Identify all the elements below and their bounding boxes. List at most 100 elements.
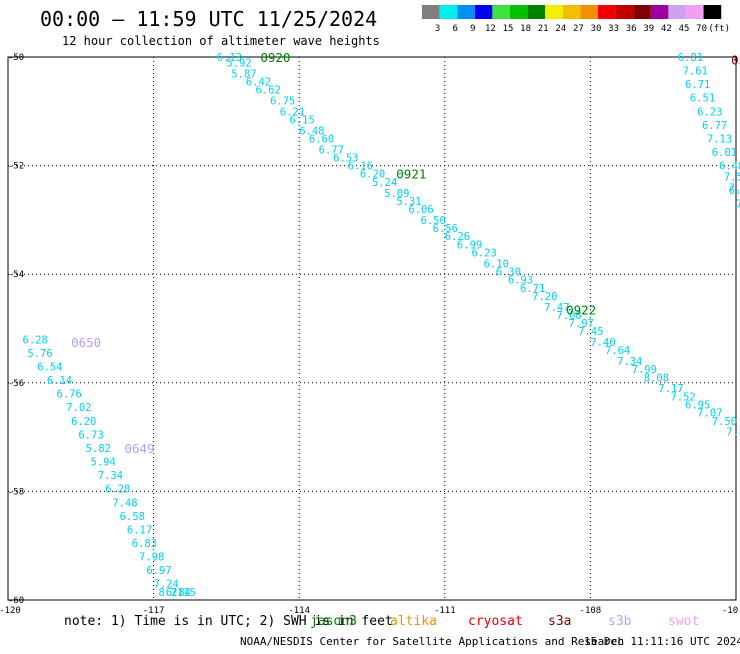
wave-height-label: 5.09 [384, 188, 409, 200]
wave-height-label: 7.13 [707, 133, 732, 145]
legend-swatch [580, 5, 598, 19]
wave-height-label: 7.98 [139, 552, 164, 564]
wave-height-label: 6.71 [685, 79, 710, 91]
legend-label: (ft) [708, 24, 730, 34]
wave-height-label: 7.34 [98, 470, 123, 482]
wave-height-label: 6.14 [47, 375, 72, 387]
legend-swatch [527, 5, 546, 19]
wave-height-label: 7.45 [578, 326, 603, 338]
wave-height-label: 6.16 [348, 161, 373, 173]
footer-timestamp: 15 Dec 11:11:16 UTC 2024 [584, 635, 740, 648]
legend-label: 9 [470, 24, 475, 34]
wave-height-label: 6.76 [57, 389, 82, 401]
wave-height-label: 6.75 [270, 95, 295, 107]
satellite-name: swot [668, 614, 699, 629]
wave-height-label: 6.77 [319, 144, 344, 156]
lat-tick-label: -56 [8, 379, 24, 389]
legend-swatch [633, 5, 651, 19]
wave-height-label: 6.95 [685, 400, 710, 412]
wave-height-label: 5.87 [231, 68, 256, 80]
wave-height-label: 6.20 [71, 416, 96, 428]
legend-swatch [598, 5, 616, 19]
footer-credit: NOAA/NESDIS Center for Satellite Applica… [240, 635, 624, 648]
satellite-name: jason3 [310, 614, 357, 629]
wave-height-label: 7.97 [569, 318, 594, 330]
legend-label: 3 [435, 24, 440, 34]
wave-height-label: 6.62 [256, 85, 281, 97]
note-text: note: 1) Time is in UTC; 2) SWH is in fe… [64, 614, 393, 629]
legend-label: 70 [696, 24, 707, 34]
wave-height-label: 6.71 [520, 283, 545, 295]
wave-height-label: 7.02 [66, 402, 91, 414]
track: 6.81 7.616.71 6.516.23 6.777.13 6.01 6.487.52… [678, 52, 740, 211]
wave-height-label: 7.08 [556, 310, 581, 322]
wave-height-label: 6.13 [217, 52, 242, 64]
legend-label: 6 [452, 24, 457, 34]
lat-tick-label: -60 [8, 596, 24, 606]
wave-height-label: 5.92 [226, 57, 251, 69]
wave-height-label: 6.20 [360, 169, 385, 181]
pass-number-label: 0922 [566, 302, 596, 317]
map-tick-labels: -120 -117 -114 -111 -108 -10 -50 -52 -54 -56 -58 -6… [0, 53, 738, 616]
satellite-name: cryosat [468, 614, 523, 629]
legend-swatch [439, 5, 458, 19]
lon-tick-label: -120 [0, 606, 21, 616]
wave-height-label: 6.23 [697, 106, 722, 118]
wave-height-label: 7.17 [658, 383, 683, 395]
track: 6.28 5.76 6.546.14 6.767.02 6.206.73 5.82 5.94… [23, 334, 196, 599]
track: 6.135.925.876.426.626.756.216.156.486.60… [217, 52, 740, 439]
legend-swatch [492, 5, 510, 19]
legend-swatch [650, 5, 669, 19]
wave-height-label: 6.50 [421, 215, 446, 227]
wave-height-label: 6.73 [78, 429, 103, 441]
legend-label: 30 [591, 24, 602, 34]
wave-height-label: 8.21 [158, 587, 183, 599]
wave-height-label: 7.48 [112, 497, 137, 509]
legend-swatch [474, 5, 493, 19]
wave-height-label: 7.61 [683, 66, 708, 78]
wave-height-label: 6.42 [246, 76, 271, 88]
wave-height-label: 5.76 [27, 348, 52, 360]
wave-height-label: 6.06 [408, 204, 433, 216]
wave-height-label: 5.94 [91, 457, 116, 469]
pass-number-label: 0650 [71, 335, 101, 350]
lat-tick-label: -58 [8, 487, 24, 497]
wave-height-label: 6.28 [23, 334, 48, 346]
wave-height-label: 6.58 [120, 511, 145, 523]
wave-height-label: 7.07 [697, 408, 722, 420]
satellite-tracks: 6.135.925.876.426.626.756.216.156.486.60… [23, 52, 740, 599]
legend-swatch [615, 5, 634, 19]
legend-swatch [562, 5, 581, 19]
wave-height-label: 7.47 [544, 302, 569, 314]
wave-height-label: 6.77 [702, 120, 727, 132]
legend-label: 18 [520, 24, 531, 34]
wave-height-label: 5.31 [396, 196, 421, 208]
lon-tick-label: -114 [288, 606, 310, 616]
legend-label: 33 [608, 24, 619, 34]
legend-swatch [457, 5, 475, 19]
wave-height-label: 7.04 [736, 199, 740, 211]
wave-height-label: 6.93 [508, 275, 533, 287]
legend-swatch [686, 5, 704, 19]
wave-height-label: 6.26 [445, 231, 470, 243]
lat-tick-label: -54 [8, 270, 24, 280]
legend-label: 12 [485, 24, 496, 34]
map-gridlines [8, 57, 736, 600]
wave-height-label: 6.54 [37, 362, 62, 374]
wave-height-label: 5.24 [372, 177, 397, 189]
wave-height-label: 6.28 [105, 484, 130, 496]
lon-tick-label: -111 [434, 606, 456, 616]
lon-tick-label: -117 [143, 606, 165, 616]
legend-label: 39 [643, 24, 654, 34]
wave-height-label: 7.83 [726, 427, 740, 439]
wave-height-label: 7.10 [729, 182, 740, 194]
satellite-name: s3a [548, 614, 571, 629]
satellite-name: s3b [608, 614, 632, 629]
wave-height-label: 6.60 [309, 133, 334, 145]
wave-height-label: 7.52 [670, 391, 695, 403]
pass-number-label: 0920 [260, 50, 290, 65]
wave-height-label: 7.20 [532, 291, 557, 303]
wave-height-label: 6.84 [166, 587, 191, 599]
